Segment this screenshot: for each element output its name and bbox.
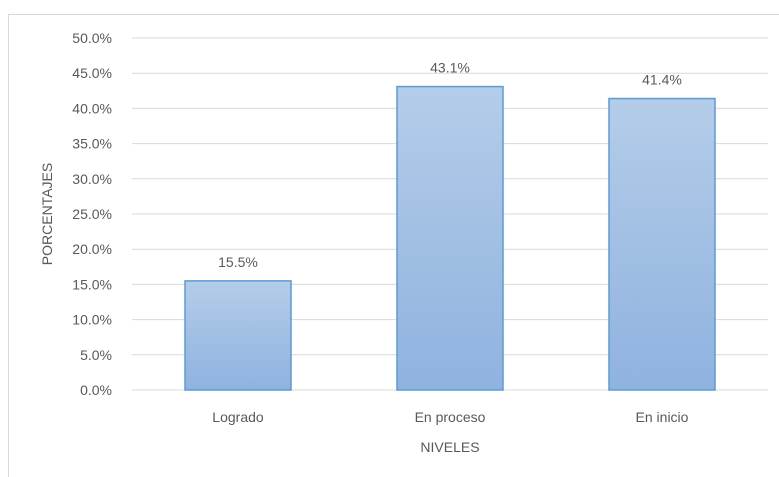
y-tick-label: 15.0% bbox=[72, 276, 112, 292]
y-tick-label: 45.0% bbox=[72, 65, 112, 81]
x-axis-ticks: Logrado En proceso En inicio bbox=[212, 409, 688, 425]
y-tick-label: 30.0% bbox=[72, 171, 112, 187]
y-axis-title: PORCENTAJES bbox=[39, 163, 55, 265]
y-tick-label: 35.0% bbox=[72, 136, 112, 152]
bar-en-proceso bbox=[396, 85, 504, 391]
bar-logrado bbox=[184, 280, 292, 391]
data-labels: 15.5% 43.1% 41.4% bbox=[218, 60, 682, 270]
y-tick-label: 5.0% bbox=[80, 347, 112, 363]
y-tick-label: 50.0% bbox=[72, 30, 112, 46]
x-tick-label: En proceso bbox=[415, 409, 486, 425]
bars bbox=[184, 85, 716, 391]
y-tick-label: 40.0% bbox=[72, 100, 112, 116]
x-axis-title: NIVELES bbox=[420, 439, 479, 455]
y-tick-label: 0.0% bbox=[80, 382, 112, 398]
y-tick-label: 25.0% bbox=[72, 206, 112, 222]
y-tick-label: 10.0% bbox=[72, 312, 112, 328]
bar-en-inicio bbox=[608, 97, 716, 391]
y-tick-label: 20.0% bbox=[72, 241, 112, 257]
data-label: 43.1% bbox=[430, 60, 470, 76]
y-axis-ticks: 0.0% 5.0% 10.0% 15.0% 20.0% 25.0% 30.0% 35.0% 40… bbox=[72, 30, 112, 398]
data-label: 41.4% bbox=[642, 72, 682, 88]
x-tick-label: En inicio bbox=[636, 409, 689, 425]
x-tick-label: Logrado bbox=[212, 409, 264, 425]
data-label: 15.5% bbox=[218, 254, 258, 270]
